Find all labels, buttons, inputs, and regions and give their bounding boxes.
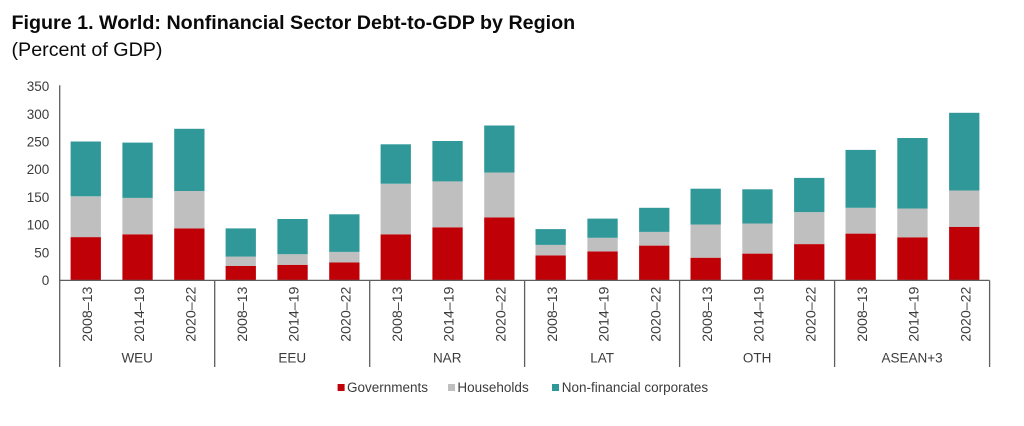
svg-text:2020–22: 2020–22 [494, 286, 510, 341]
svg-text:2020–22: 2020–22 [184, 286, 200, 341]
svg-text:WEU: WEU [121, 351, 153, 366]
svg-text:OTH: OTH [743, 351, 772, 366]
svg-text:2008–13: 2008–13 [80, 286, 96, 341]
svg-text:Governments: Governments [347, 380, 428, 395]
svg-text:EEU: EEU [278, 351, 306, 366]
svg-text:Households: Households [457, 380, 529, 395]
svg-text:ASEAN+3: ASEAN+3 [882, 351, 943, 366]
svg-text:2020–22: 2020–22 [649, 286, 665, 341]
svg-text:200: 200 [27, 162, 50, 177]
svg-text:2020–22: 2020–22 [339, 286, 355, 341]
svg-text:2014–19: 2014–19 [132, 286, 148, 341]
svg-text:2020–22: 2020–22 [959, 286, 975, 341]
svg-text:150: 150 [27, 190, 50, 205]
svg-text:NAR: NAR [433, 351, 462, 366]
svg-text:2014–19: 2014–19 [287, 286, 303, 341]
svg-text:300: 300 [27, 107, 50, 122]
svg-text:2008–13: 2008–13 [545, 286, 561, 341]
svg-text:250: 250 [27, 135, 50, 150]
svg-text:LAT: LAT [590, 351, 614, 366]
svg-text:2008–13: 2008–13 [700, 286, 716, 341]
svg-text:50: 50 [34, 245, 49, 260]
svg-text:2008–13: 2008–13 [235, 286, 251, 341]
svg-text:2020–22: 2020–22 [804, 286, 820, 341]
svg-text:2014–19: 2014–19 [907, 286, 923, 341]
svg-text:2008–13: 2008–13 [390, 286, 406, 341]
svg-text:100: 100 [27, 218, 50, 233]
svg-text:2008–13: 2008–13 [855, 286, 871, 341]
svg-text:350: 350 [27, 79, 50, 94]
svg-text:2014–19: 2014–19 [442, 286, 458, 341]
svg-text:2014–19: 2014–19 [752, 286, 768, 341]
svg-text:2014–19: 2014–19 [597, 286, 613, 341]
svg-text:0: 0 [42, 273, 50, 288]
svg-text:Non-financial corporates: Non-financial corporates [562, 380, 709, 395]
